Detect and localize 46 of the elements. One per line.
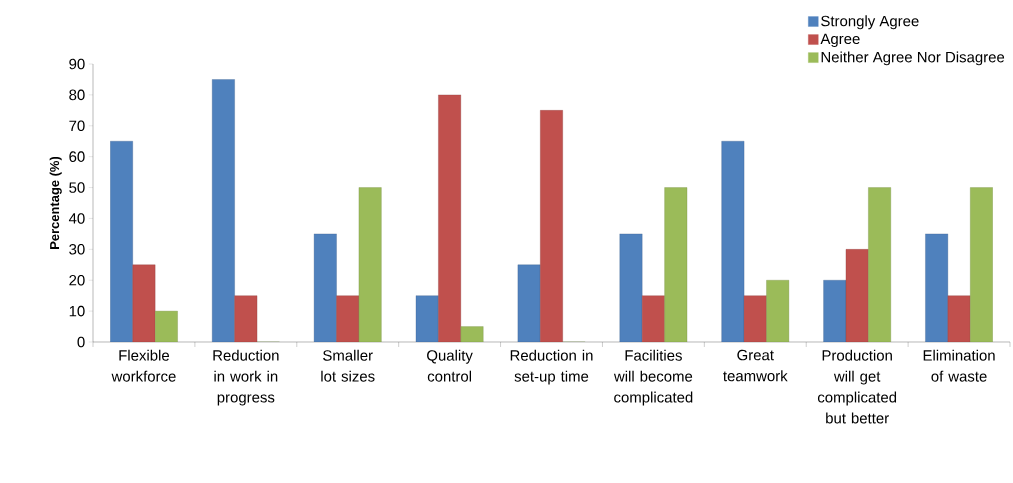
bar [642,295,665,342]
bar [766,280,790,342]
bar [212,79,235,342]
bar [721,141,745,342]
y-tick-label: 90 [69,58,85,70]
bar [517,264,541,342]
x-tick-label: Great teamwork [723,349,788,382]
bar [234,295,258,342]
legend-label: Strongly Agree [821,15,919,30]
x-tick-label: Elimination of waste [923,349,995,382]
y-tick-label: 40 [68,213,85,224]
y-tick-label: 80 [69,89,85,101]
bar [868,187,891,342]
bar [619,233,643,342]
y-tick-label: 60 [69,151,85,162]
bar [540,110,563,342]
x-tick-label: Quality control [427,349,473,382]
bar [132,264,156,342]
bar [336,295,360,342]
bar [970,187,993,342]
y-tick-label: 50 [69,182,85,193]
y-axis-title: Percentage (%) [49,156,62,249]
x-tick-label: Reduction in work in progress [213,349,279,406]
x-tick-label: Reduction in set-up time [510,349,593,385]
bar [313,233,337,342]
bar [110,141,133,342]
bar [415,295,439,342]
y-tick-label: 10 [69,305,85,317]
bar [743,295,767,342]
y-tick-label: 20 [69,274,85,286]
bar [925,233,949,342]
x-tick-label: Flexible workforce [111,349,176,382]
bar [358,187,382,342]
bar [438,94,461,342]
y-tick-label: 70 [69,120,85,132]
bar [823,280,847,342]
bar [947,295,971,342]
bar [664,187,688,342]
x-tick-label: Production will get complicated but better [817,349,897,424]
y-tick-label: 0 [77,336,85,348]
legend-label: Neither Agree Nor Disagree [821,51,1005,66]
x-tick-label: Facilities will become complicated [613,349,693,406]
y-tick-label: 30 [69,244,85,255]
legend-label: Agree [820,33,860,48]
x-tick-label: Smaller lot sizes [321,349,375,382]
bar [845,249,869,342]
